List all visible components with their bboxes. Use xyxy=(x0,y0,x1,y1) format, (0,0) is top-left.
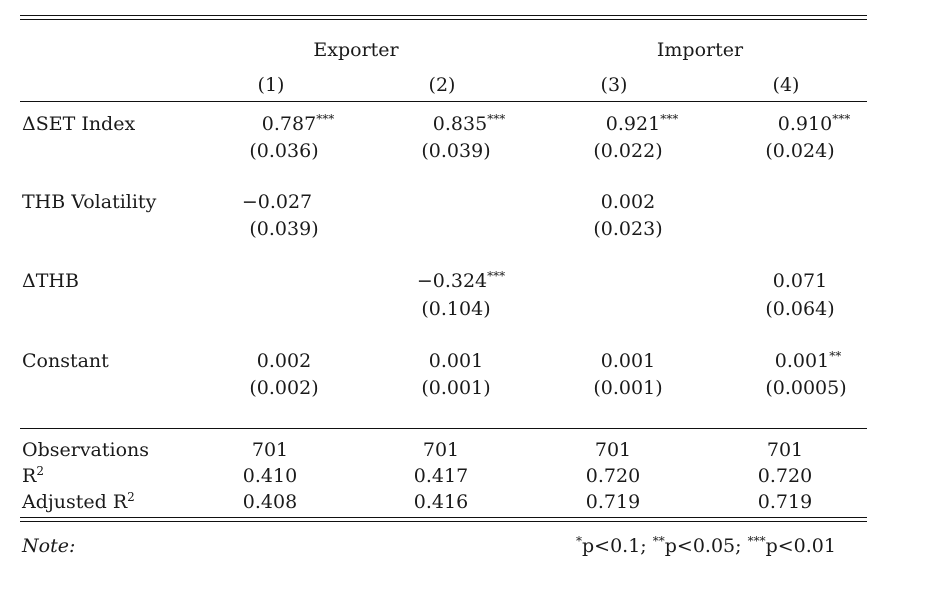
row-label-set-index: ΔSET Index xyxy=(22,113,136,135)
coef-constant-2: 0.001 xyxy=(428,350,484,372)
stats-rule xyxy=(20,428,867,430)
se-set-index-1: (0.036) xyxy=(249,140,319,162)
se-thb-volatility-3: (0.023) xyxy=(593,218,663,240)
top-rule-outer xyxy=(20,15,867,17)
significance-note: *p<0.1; **p<0.05; ***p<0.01 xyxy=(576,534,836,557)
column-header-2: (2) xyxy=(428,74,456,96)
top-rule-inner xyxy=(20,19,867,21)
row-label-thb: ΔTHB xyxy=(22,270,79,292)
row-label-thb-volatility: THB Volatility xyxy=(22,191,157,213)
se-thb-2: (0.104) xyxy=(421,298,491,320)
header-rule xyxy=(20,101,867,103)
stat-adjusted-r2-3: 0.719 xyxy=(585,491,641,513)
stat-adjusted-r2-1: 0.408 xyxy=(242,491,298,513)
se-constant-2: (0.001) xyxy=(421,377,491,399)
se-constant-1: (0.002) xyxy=(249,377,319,399)
stat-observations-2: 701 xyxy=(422,439,460,461)
group-header-importer: Importer xyxy=(656,39,744,61)
row-label-constant: Constant xyxy=(22,350,109,372)
coef-set-index-4: 0.910*** xyxy=(777,112,851,135)
se-set-index-2: (0.039) xyxy=(421,140,491,162)
stat-observations-3: 701 xyxy=(594,439,632,461)
stat-r2-2: 0.417 xyxy=(413,465,469,487)
stat-r2-3: 0.720 xyxy=(585,465,641,487)
stat-label-r2: R2 xyxy=(22,464,44,487)
stat-r2-1: 0.410 xyxy=(242,465,298,487)
se-set-index-3: (0.022) xyxy=(593,140,663,162)
bottom-rule-inner xyxy=(20,521,867,523)
stat-r2-4: 0.720 xyxy=(757,465,813,487)
bottom-rule-outer xyxy=(20,517,867,519)
coef-set-index-2: 0.835*** xyxy=(432,112,506,135)
coef-set-index-1: 0.787*** xyxy=(261,112,335,135)
stat-observations-4: 701 xyxy=(766,439,804,461)
coef-thb-volatility-1: −0.027 xyxy=(241,191,313,213)
se-constant-3: (0.001) xyxy=(593,377,663,399)
column-header-4: (4) xyxy=(772,74,800,96)
se-thb-volatility-1: (0.039) xyxy=(249,218,319,240)
coef-thb-2: −0.324*** xyxy=(416,269,506,292)
coef-thb-4: 0.071 xyxy=(772,270,828,292)
coef-thb-volatility-3: 0.002 xyxy=(600,191,656,213)
coef-set-index-3: 0.921*** xyxy=(605,112,679,135)
coef-constant-4: 0.001** xyxy=(774,349,842,372)
se-set-index-4: (0.024) xyxy=(765,140,835,162)
column-header-1: (1) xyxy=(257,74,285,96)
se-constant-4: (0.0005) xyxy=(765,377,847,399)
stat-label-observations: Observations xyxy=(22,439,150,461)
se-thb-4: (0.064) xyxy=(765,298,835,320)
stat-adjusted-r2-4: 0.719 xyxy=(757,491,813,513)
coef-constant-1: 0.002 xyxy=(256,350,312,372)
stat-adjusted-r2-2: 0.416 xyxy=(413,491,469,513)
column-header-3: (3) xyxy=(600,74,628,96)
stat-label-adjusted-r2: Adjusted R2 xyxy=(22,490,135,513)
note-label: Note: xyxy=(22,535,76,557)
coef-constant-3: 0.001 xyxy=(600,350,656,372)
stat-observations-1: 701 xyxy=(251,439,289,461)
group-header-exporter: Exporter xyxy=(313,39,399,61)
